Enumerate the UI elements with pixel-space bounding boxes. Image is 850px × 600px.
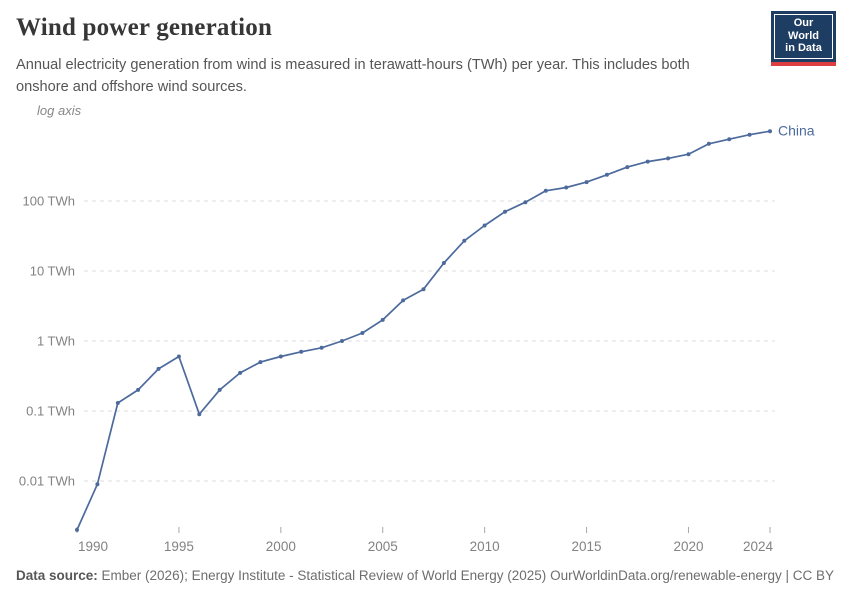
owid-logo-stripe	[771, 61, 836, 66]
data-point[interactable]	[380, 317, 385, 322]
data-point[interactable]	[299, 349, 304, 354]
data-point[interactable]	[441, 261, 446, 265]
data-point[interactable]	[217, 387, 222, 392]
data-point[interactable]	[156, 366, 161, 371]
data-point[interactable]	[360, 331, 365, 335]
data-point[interactable]	[604, 172, 609, 177]
data-point[interactable]	[319, 345, 324, 350]
data-point[interactable]	[503, 209, 507, 214]
y-axis-tick-label: 0.01 TWh	[19, 474, 75, 489]
data-point[interactable]	[258, 360, 263, 365]
x-axis-tick-label: 2024	[743, 539, 774, 554]
data-point[interactable]	[584, 180, 589, 185]
data-source-label: Data source:	[16, 568, 98, 583]
y-axis-tick-label: 1 TWh	[37, 334, 75, 349]
x-axis-tick-label: 2000	[266, 539, 296, 554]
data-point[interactable]	[176, 354, 181, 359]
data-point[interactable]	[462, 238, 467, 243]
x-axis-tick-label: 2005	[368, 539, 398, 554]
data-point[interactable]	[747, 132, 752, 137]
data-point[interactable]	[340, 339, 344, 343]
data-source-note: Data source: Ember (2026); Energy Instit…	[16, 568, 546, 583]
series-label: China	[778, 123, 815, 139]
owid-logo[interactable]: Our World in Data	[771, 11, 836, 66]
data-line[interactable]	[76, 130, 771, 531]
data-point[interactable]	[686, 152, 691, 157]
owid-url-link[interactable]: OurWorldinData.org/renewable-energy | CC…	[550, 568, 834, 583]
data-point[interactable]	[727, 137, 732, 142]
data-point[interactable]	[666, 156, 671, 161]
data-point[interactable]	[706, 141, 711, 146]
data-point[interactable]	[564, 185, 569, 190]
chart-footer: Data source: Ember (2026); Energy Instit…	[16, 568, 834, 583]
y-axis-tick-label: 10 TWh	[30, 264, 75, 279]
data-point[interactable]	[645, 159, 650, 164]
data-point[interactable]	[625, 165, 630, 170]
data-point[interactable]	[768, 129, 772, 134]
data-point[interactable]	[278, 354, 283, 359]
owid-logo-box: Our World in Data	[771, 11, 836, 62]
data-point[interactable]	[115, 401, 120, 405]
data-point[interactable]	[543, 188, 548, 193]
data-point[interactable]	[197, 412, 202, 417]
data-point[interactable]	[401, 298, 406, 303]
y-axis-tick-label: 100 TWh	[22, 194, 75, 209]
data-point[interactable]	[95, 482, 100, 487]
x-axis-tick-label: 1995	[164, 539, 194, 554]
data-source-text: Ember (2026); Energy Institute - Statist…	[97, 568, 547, 583]
data-point[interactable]	[238, 370, 243, 375]
data-point[interactable]	[421, 287, 426, 292]
log-axis-toggle-label[interactable]: log axis	[37, 103, 82, 118]
x-axis-tick-label: 2015	[572, 539, 602, 554]
owid-logo-line1: Our World	[788, 17, 819, 42]
data-point[interactable]	[75, 527, 79, 532]
owid-logo-line2: in Data	[785, 42, 822, 54]
data-point[interactable]	[523, 200, 528, 205]
data-point[interactable]	[136, 387, 141, 392]
data-point[interactable]	[482, 223, 487, 228]
x-axis-tick-label: 1990	[78, 539, 108, 554]
x-axis-tick-label: 2020	[673, 539, 703, 554]
line-chart-canvas[interactable]: 100 TWh 10 TWh 1 TWh 0.1 TWh 0.01 TWh 1990 199…	[0, 95, 850, 555]
x-axis-tick-label: 2010	[470, 539, 500, 554]
chart-subtitle: Annual electricity generation from wind …	[16, 57, 690, 95]
page-title: Wind power generation	[16, 14, 273, 41]
y-axis-tick-label: 0.1 TWh	[26, 404, 75, 419]
